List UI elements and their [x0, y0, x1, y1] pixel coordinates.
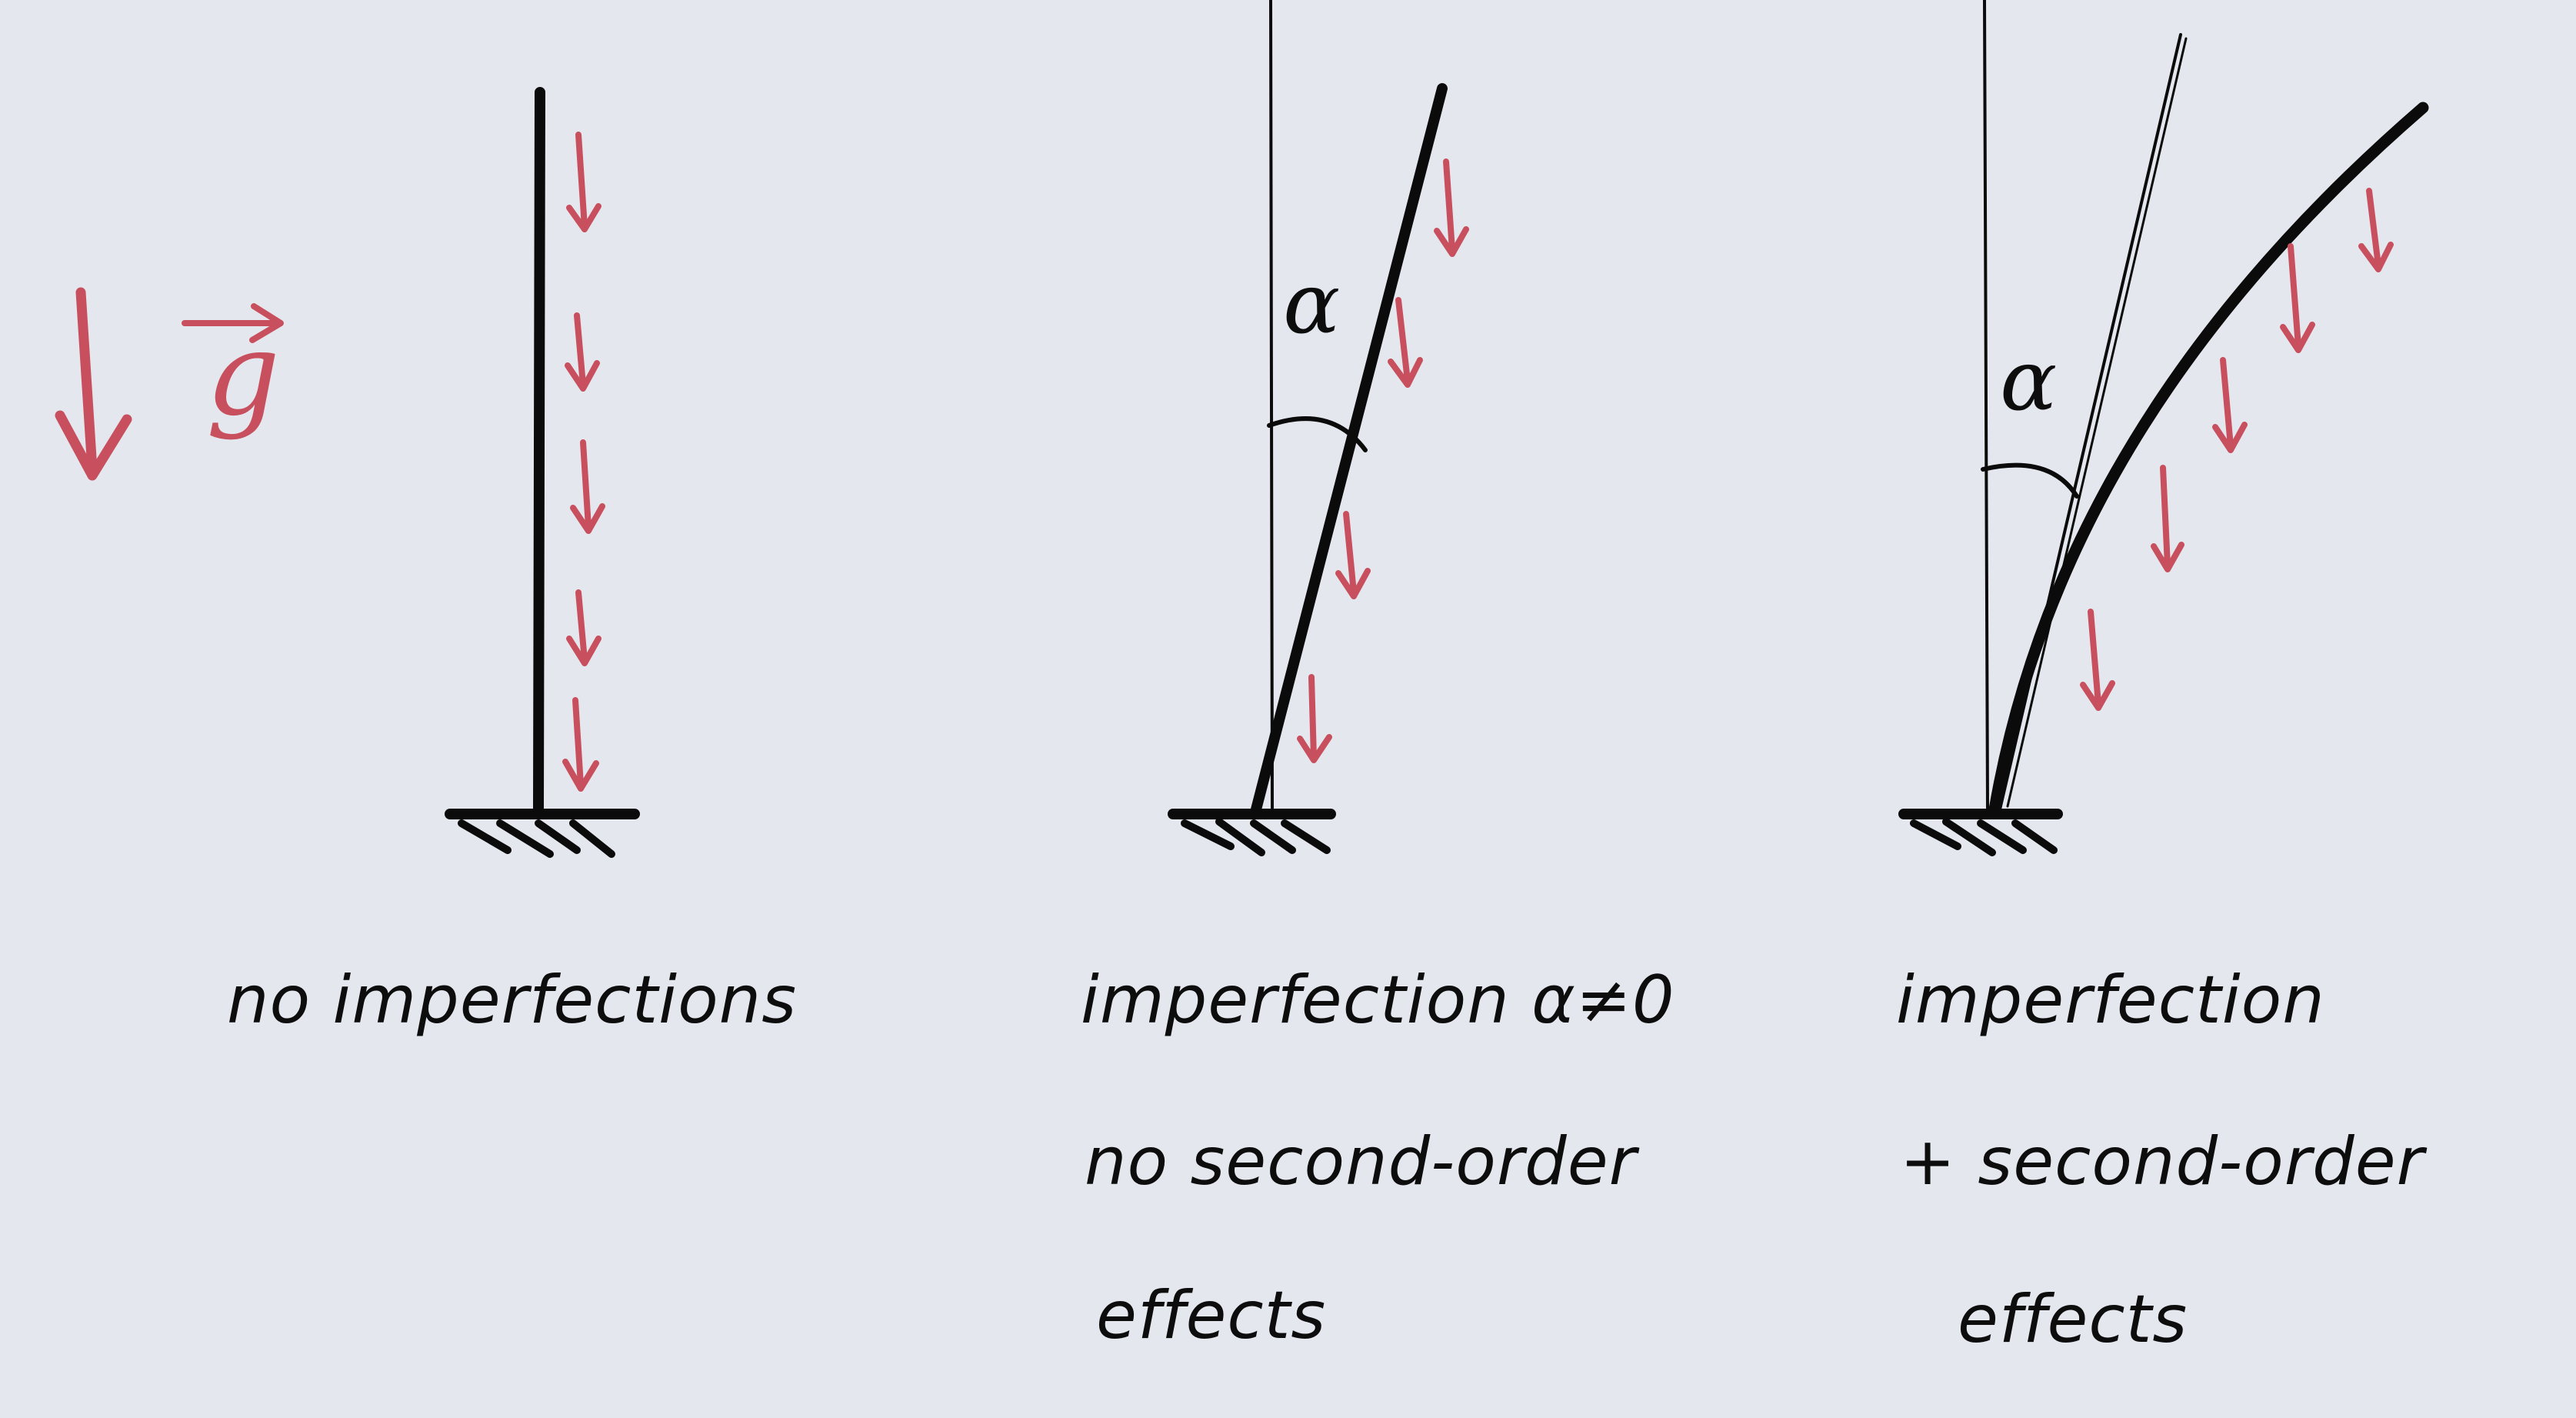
- caption-column-1-line-1: no imperfections: [227, 962, 797, 1039]
- reference-vertical-2: [1269, 0, 1274, 809]
- reference-vertical-3: [1983, 0, 1989, 809]
- vector-arrow-icon: [182, 303, 284, 343]
- load-arrows-1: [562, 132, 605, 792]
- load-arrows-2: [1297, 158, 1469, 763]
- gravity-symbol: g: [206, 308, 281, 442]
- load-arrows-3: [2080, 188, 2394, 711]
- angle-label-3: α: [2000, 331, 2058, 429]
- caption-column-3-line-2: + second-order: [1900, 1123, 2424, 1200]
- caption-column-3-line-3: effects: [1958, 1281, 2188, 1358]
- caption-column-2-line-1: imperfection α≠0: [1081, 962, 1675, 1039]
- angle-arc-2: [1267, 416, 1368, 452]
- gravity-arrow-icon: [55, 287, 132, 481]
- angle-label-2: α: [1283, 254, 1341, 352]
- caption-column-3-line-1: imperfection: [1896, 962, 2325, 1039]
- support-1: [445, 809, 640, 858]
- column-1-straight: [533, 87, 545, 813]
- column-3-curved: [1988, 102, 2429, 816]
- angle-arc-3: [1981, 462, 2079, 499]
- support-3: [1898, 809, 2063, 856]
- support-2: [1168, 809, 1336, 856]
- caption-column-2-line-3: effects: [1096, 1277, 1327, 1354]
- column-2-inclined: [1251, 83, 1448, 815]
- caption-column-2-line-2: no second-order: [1085, 1123, 1638, 1200]
